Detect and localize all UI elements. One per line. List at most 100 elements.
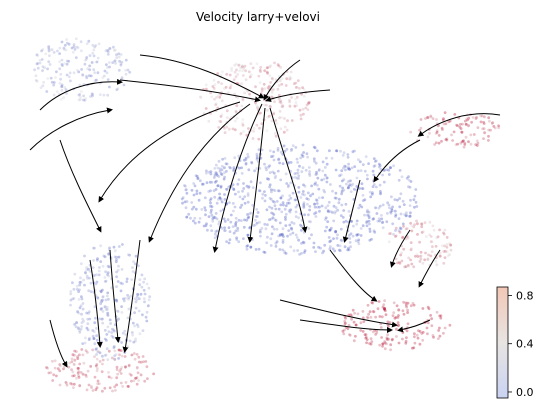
velocity-streamline [329,249,378,302]
cell-point [233,156,237,160]
cell-point [297,238,300,242]
cell-point [409,248,413,252]
cell-point [113,358,117,361]
cell-point [87,312,90,315]
cell-point [391,337,394,341]
velocity-streamline [299,319,393,333]
cell-point [237,218,241,222]
cell-point [267,177,270,181]
cell-point [292,249,296,253]
cell-point [408,214,412,218]
cell-point [377,206,381,210]
cell-point [351,308,355,312]
colorbar-tick-label: 0.4 [516,338,534,351]
cell-point [394,215,397,218]
cell-point [452,130,456,134]
cell-point [70,357,74,361]
cell-point [329,183,332,186]
cell-point [276,63,280,66]
cell-point [120,268,124,271]
velocity-streamline [122,239,141,353]
cell-point [367,312,370,316]
cell-point [126,293,129,297]
cell-point [342,332,346,336]
cell-point [387,240,391,244]
cell-point [126,345,130,348]
cell-point [75,350,78,353]
cell-point [217,222,221,226]
cell-point [39,86,43,89]
cell-point [111,61,115,64]
cell-point [107,252,110,256]
cell-point [355,233,359,237]
cell-point [112,346,116,350]
cell-point [463,143,467,147]
cell-point [107,297,110,301]
cell-point [410,229,414,233]
cell-point [365,220,369,224]
cell-point [215,229,219,233]
cell-point [398,205,402,209]
cell-point [258,189,261,193]
cell-point [344,168,347,172]
cell-point [334,191,338,195]
cell-point [108,386,112,390]
cell-point [426,115,429,119]
cell-point [383,168,386,172]
cell-point [62,46,66,50]
cell-point [103,337,107,341]
cell-point [208,199,212,202]
cell-point [420,222,424,226]
cell-point [307,102,311,105]
cell-point [236,226,240,230]
cell-point [272,171,276,175]
cell-point [346,327,350,331]
cell-point [491,121,495,124]
cell-point [209,189,212,193]
cell-point [244,78,248,82]
cell-point [437,134,441,137]
cell-point [223,226,227,230]
cell-point [263,162,266,166]
cell-point [132,340,136,344]
cell-point [284,215,287,219]
cell-point [284,218,287,221]
cell-point [243,201,247,205]
cell-point [445,245,449,249]
cell-point [76,355,79,359]
cell-point [213,173,217,177]
cell-point [301,192,304,196]
cell-point [307,166,311,169]
cell-point [298,108,302,112]
cell-point [118,59,121,63]
cell-point [301,86,304,89]
cell-point [375,212,379,215]
cell-point [142,280,146,284]
cell-point [337,197,341,201]
cell-point [101,295,105,298]
cell-point [288,77,292,81]
cell-point [404,227,408,231]
cell-point [434,244,438,248]
cell-point [426,135,430,139]
cell-embedding-scatter [33,37,501,393]
cell-point [93,355,96,358]
cell-point [115,300,119,303]
cell-point [334,206,338,210]
cell-point [268,164,271,168]
cell-point [413,223,416,227]
cell-point [100,307,104,310]
cell-point [263,69,267,73]
cell-point [409,180,413,183]
cell-point [267,114,271,118]
cell-point [461,139,465,143]
cell-point [144,360,148,363]
cell-point [130,278,134,281]
cell-point [104,279,108,283]
cell-point [317,169,321,172]
cell-point [381,305,385,309]
cell-point [267,165,270,169]
cell-point [483,131,486,135]
cell-point [315,183,319,187]
cell-point [290,221,294,224]
